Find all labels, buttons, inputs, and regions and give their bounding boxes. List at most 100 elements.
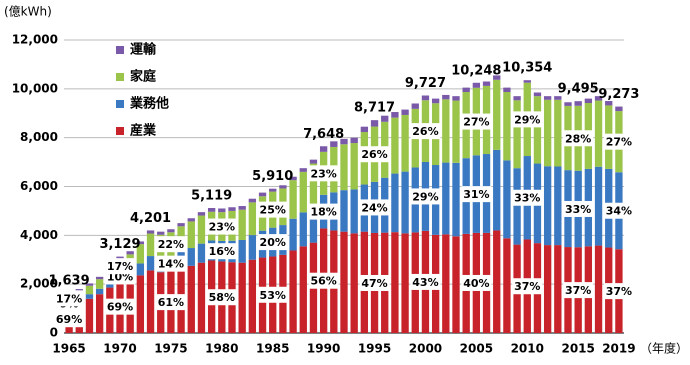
- share-label-box: [603, 202, 634, 219]
- x-axis-label: （年度）: [640, 341, 688, 356]
- share-label: 37%: [514, 280, 540, 293]
- bar-segment: [350, 189, 358, 234]
- bar-segment: [554, 99, 562, 167]
- share-label-box: [206, 218, 237, 235]
- bar-segment: [401, 114, 409, 172]
- share-label: 17%: [56, 292, 82, 305]
- bar-segment: [513, 96, 521, 101]
- bar-segment: [146, 230, 155, 234]
- x-tick-label: 2019: [602, 342, 635, 356]
- bar-segment: [564, 102, 572, 106]
- bar-segment: [299, 212, 307, 247]
- share-label-box: [512, 111, 543, 128]
- total-label: 8,717: [354, 101, 395, 116]
- share-label-box: [359, 274, 390, 291]
- bar-segment: [452, 100, 460, 163]
- bar-segment: [391, 117, 399, 174]
- share-label-box: [603, 133, 634, 150]
- bar-segment: [391, 112, 399, 118]
- bar-segment: [238, 239, 246, 263]
- bar-segment: [442, 94, 450, 100]
- share-label: 14%: [158, 258, 184, 271]
- bar-segment: [248, 198, 257, 203]
- share-label: 23%: [209, 221, 235, 234]
- bar-segment: [421, 95, 430, 101]
- bar-segment: [85, 298, 94, 333]
- bar-segment: [279, 185, 287, 189]
- total-label: 9,495: [558, 82, 599, 97]
- bar-segment: [503, 160, 511, 239]
- bar-segment: [391, 173, 399, 233]
- bar-segment: [157, 231, 165, 235]
- share-label-box: [410, 123, 441, 140]
- bar-segment: [299, 246, 307, 333]
- share-label: 33%: [514, 192, 540, 205]
- bar-segment: [167, 229, 175, 233]
- share-label: 28%: [565, 132, 591, 145]
- share-label: 27%: [463, 116, 489, 129]
- x-tick-label: 1995: [358, 342, 391, 356]
- bar-segment: [381, 115, 389, 122]
- bar-segment: [411, 103, 419, 109]
- share-label-box: [461, 113, 492, 130]
- bar-segment: [187, 221, 195, 249]
- legend-label: 業務他: [129, 96, 169, 112]
- bar-segment: [187, 265, 195, 333]
- bar-segment: [523, 80, 531, 83]
- bar-segment: [218, 208, 226, 213]
- share-label-box: [308, 165, 339, 182]
- bar-segment: [330, 141, 338, 147]
- bar-segment: [350, 137, 358, 144]
- share-label-box: [206, 289, 237, 306]
- total-label: 3,129: [99, 237, 140, 252]
- y-tick-label: 4,000: [20, 228, 58, 242]
- share-label: 33%: [565, 203, 591, 216]
- bar-segment: [513, 100, 521, 169]
- bar-segment: [95, 294, 104, 333]
- bar-segment: [594, 245, 603, 333]
- share-label-box: [155, 255, 186, 272]
- share-label: 29%: [412, 190, 438, 203]
- bar-segment: [136, 275, 145, 333]
- bar-segment: [554, 166, 562, 246]
- bar-segment: [482, 81, 491, 86]
- total-label: 5,119: [191, 189, 232, 204]
- share-label-box: [308, 272, 339, 289]
- total-label: 9,273: [598, 87, 639, 102]
- bar-segment: [401, 171, 409, 234]
- bar-segment: [248, 202, 257, 236]
- share-label-box: [257, 286, 288, 303]
- y-tick-label: 8,000: [20, 130, 58, 144]
- bar-segment: [289, 250, 297, 333]
- bar-segment: [452, 162, 460, 237]
- share-label: 31%: [463, 188, 489, 201]
- bar-segment: [503, 92, 511, 161]
- bar-segment: [584, 98, 593, 103]
- x-tick-label: 2000: [409, 342, 442, 356]
- bar-segment: [401, 109, 409, 115]
- bar-segment: [197, 215, 206, 244]
- bar-segment: [126, 251, 134, 255]
- x-tick-label: 1965: [52, 342, 85, 356]
- share-label-box: [512, 278, 543, 295]
- legend-swatch: [116, 73, 124, 81]
- bar-segment: [289, 176, 297, 181]
- bar-segment: [543, 166, 552, 246]
- bar-segment: [95, 276, 104, 280]
- bar-segment: [136, 241, 145, 245]
- legend-swatch: [116, 46, 124, 54]
- bar-segment: [594, 166, 603, 246]
- share-label-box: [410, 188, 441, 205]
- y-tick-label: 12,000: [12, 33, 58, 47]
- share-label: 26%: [361, 148, 387, 161]
- y-tick-label: 10,000: [12, 81, 58, 95]
- share-label: 24%: [361, 201, 387, 214]
- share-label-box: [308, 203, 339, 220]
- bar-segment: [248, 235, 257, 260]
- total-label: 7,648: [303, 127, 344, 142]
- bar-segment: [95, 279, 104, 289]
- share-label-box: [563, 282, 594, 299]
- x-tick-label: 1990: [307, 342, 340, 356]
- bar-segment: [197, 212, 206, 216]
- share-label-box: [257, 201, 288, 218]
